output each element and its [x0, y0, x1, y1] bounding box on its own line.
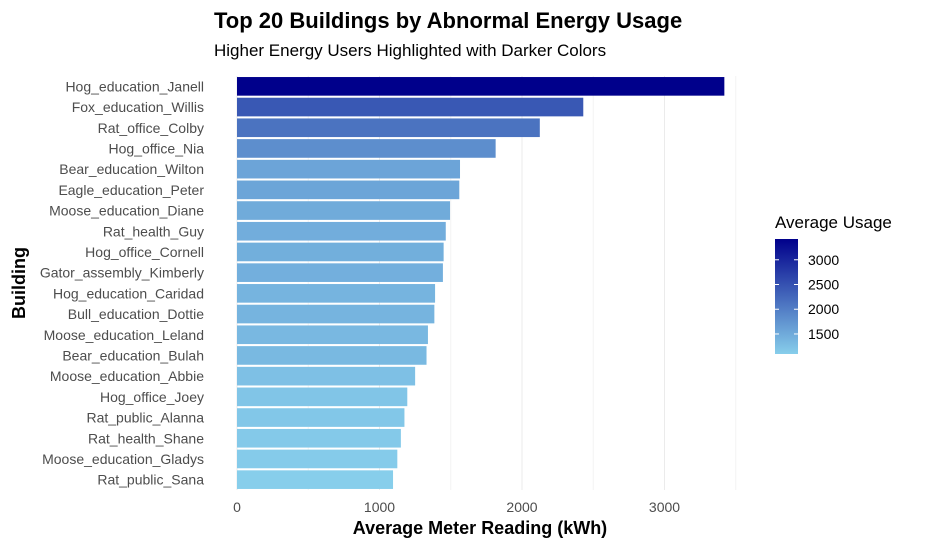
- bar-Bull_education_Dottie: [237, 304, 435, 324]
- bar-Rat_public_Alanna: [237, 408, 405, 427]
- y-tick-label: Rat_health_Shane: [88, 430, 204, 446]
- y-tick-label: Eagle_education_Peter: [58, 182, 204, 198]
- bar-Moose_education_Gladys: [237, 449, 398, 469]
- bar-Hog_office_Cornell: [237, 242, 444, 262]
- y-tick-label: Moose_education_Abbie: [50, 368, 204, 384]
- legend-title: Average Usage: [775, 213, 892, 232]
- bar-Hog_office_Joey: [237, 387, 408, 407]
- x-tick-label: 3000: [649, 499, 680, 515]
- y-tick-label: Rat_public_Alanna: [86, 410, 204, 426]
- x-tick-label: 0: [233, 499, 241, 515]
- bar-Rat_health_Shane: [237, 428, 401, 448]
- x-axis-tick-labels: 0 1000 2000 3000: [233, 499, 680, 515]
- legend-tick-label: 2000: [808, 301, 839, 317]
- legend-tick-label: 2500: [808, 277, 839, 293]
- bar-Hog_education_Janell: [237, 77, 725, 96]
- chart-subtitle: Higher Energy Users Highlighted with Dar…: [214, 41, 606, 60]
- legend-tick-label: 3000: [808, 252, 839, 268]
- y-tick-label: Hog_office_Nia: [109, 140, 205, 156]
- y-tick-label: Fox_education_Willis: [72, 99, 204, 115]
- y-tick-label: Rat_public_Sana: [97, 472, 204, 488]
- bar-Rat_health_Guy: [237, 221, 446, 241]
- bar-Rat_office_Colby: [237, 118, 540, 138]
- bar-Moose_education_Diane: [237, 201, 451, 220]
- x-tick-label: 2000: [506, 499, 537, 515]
- bar-Hog_office_Nia: [237, 139, 496, 158]
- y-axis-title: Building: [9, 247, 29, 319]
- y-axis-tick-labels: Hog_education_Janell Fox_education_Willis…: [40, 78, 205, 487]
- y-tick-label: Hog_education_Janell: [65, 78, 204, 94]
- bar-Eagle_education_Peter: [237, 180, 460, 200]
- legend-colorbar: [775, 239, 798, 354]
- bar-Moose_education_Abbie: [237, 366, 416, 386]
- y-tick-label: Rat_health_Guy: [103, 223, 204, 239]
- bar-Bear_education_Wilton: [237, 159, 461, 179]
- bar-Rat_public_Sana: [237, 470, 394, 489]
- legend-ticks: 1500 2000 2500 3000: [775, 252, 839, 342]
- y-tick-label: Bear_education_Wilton: [59, 161, 204, 177]
- x-tick-label: 1000: [364, 499, 395, 515]
- y-tick-label: Rat_office_Colby: [98, 120, 204, 136]
- chart-title: Top 20 Buildings by Abnormal Energy Usag…: [214, 8, 682, 33]
- y-tick-label: Hog_office_Cornell: [85, 244, 204, 260]
- y-tick-label: Hog_education_Caridad: [53, 285, 204, 301]
- y-tick-label: Moose_education_Diane: [49, 203, 204, 219]
- y-tick-label: Moose_education_Leland: [44, 327, 204, 343]
- bar-Fox_education_Willis: [237, 97, 584, 117]
- bars: [237, 77, 725, 489]
- y-tick-label: Bear_education_Bulah: [62, 347, 204, 363]
- bar-Moose_education_Leland: [237, 325, 428, 345]
- y-tick-label: Hog_office_Joey: [100, 389, 204, 405]
- y-tick-label: Bull_education_Dottie: [68, 306, 204, 322]
- bar-Hog_education_Caridad: [237, 284, 436, 303]
- legend-tick-label: 1500: [808, 326, 839, 342]
- bar-Gator_assembly_Kimberly: [237, 263, 443, 282]
- grid: [236, 76, 737, 490]
- x-axis-title: Average Meter Reading (kWh): [353, 518, 607, 538]
- y-tick-label: Gator_assembly_Kimberly: [40, 265, 204, 281]
- legend: Average Usage 1500 2000 2500 3000: [775, 213, 892, 354]
- bar-Bear_education_Bulah: [237, 346, 427, 365]
- y-tick-label: Moose_education_Gladys: [42, 451, 204, 467]
